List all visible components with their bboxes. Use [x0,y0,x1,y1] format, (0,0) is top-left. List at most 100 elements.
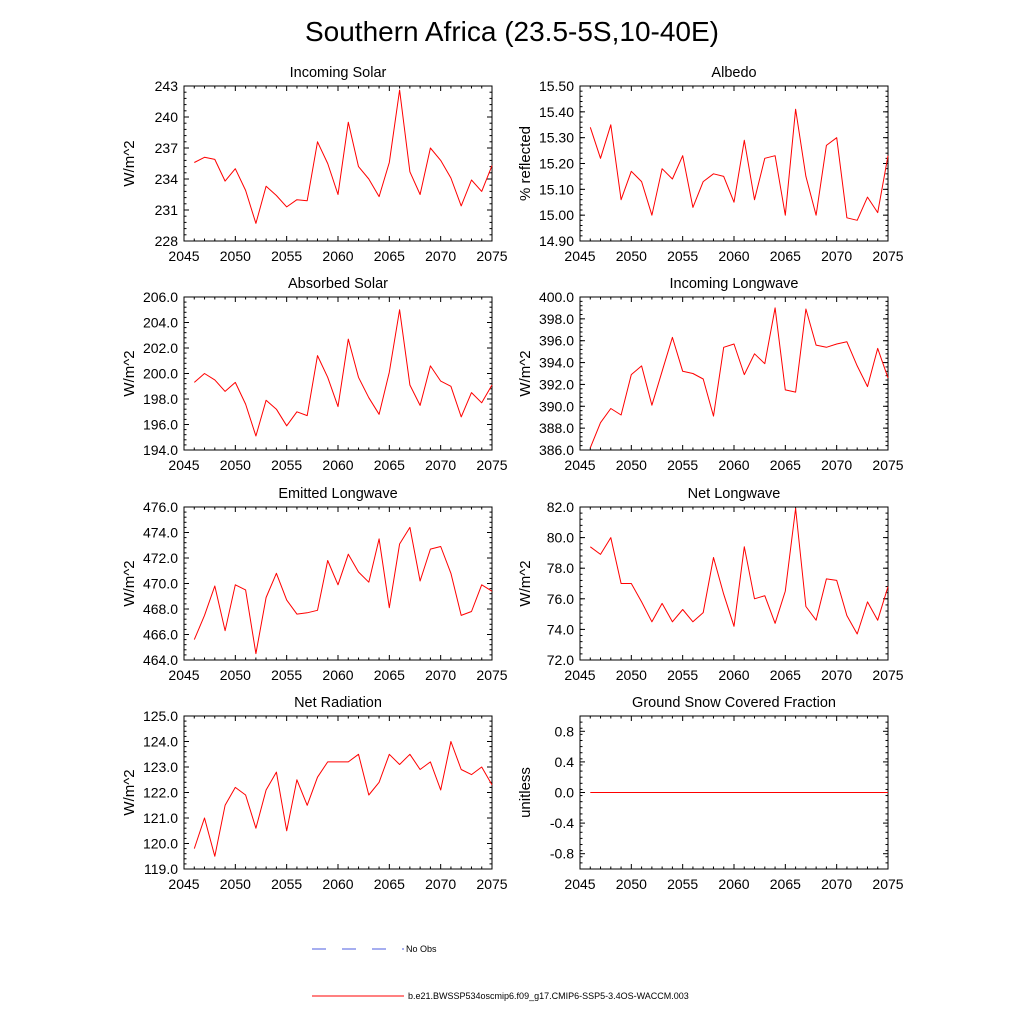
x-tick-label: 2075 [476,248,507,264]
y-tick-label: 15.10 [539,181,574,197]
x-tick-label: 2065 [770,667,801,683]
y-tick-label: 198.0 [143,391,178,407]
y-tick-label: 120.0 [143,836,178,852]
y-tick-label: 82.0 [547,499,574,515]
x-tick-label: 2075 [872,667,903,683]
y-axis-label: unitless [517,767,534,818]
x-tick-label: 2065 [374,248,405,264]
y-tick-label: 228 [155,233,179,249]
legend: No Obs b.e21.BWSSP534oscmip6.f09_g17.CMI… [312,944,689,1001]
panel-title: Absorbed Solar [288,276,388,292]
y-tick-label: 394.0 [539,355,574,371]
panel-title: Albedo [711,65,756,81]
y-tick-label: 196.0 [143,417,178,433]
x-tick-label: 2060 [718,876,749,892]
y-tick-label: 125.0 [143,708,178,724]
y-tick-label: 237 [155,140,179,156]
x-tick-label: 2065 [770,457,801,473]
x-tick-label: 2065 [374,457,405,473]
x-tick-label: 2055 [667,248,698,264]
x-tick-label: 2050 [220,876,251,892]
x-tick-label: 2070 [425,248,456,264]
y-axis-label: W/m^2 [517,350,534,396]
x-tick-label: 2055 [667,457,698,473]
x-tick-label: 2075 [872,457,903,473]
x-tick-label: 2050 [220,667,251,683]
panel-title: Net Longwave [688,486,781,502]
y-tick-label: 15.00 [539,207,574,223]
x-tick-label: 2045 [168,667,199,683]
x-tick-label: 2070 [821,667,852,683]
x-tick-label: 2045 [564,248,595,264]
y-tick-label: 240 [155,109,179,125]
y-tick-label: 15.50 [539,78,574,94]
y-axis-label: W/m^2 [121,769,138,815]
x-tick-label: 2055 [271,876,302,892]
y-axis-label: % reflected [517,126,534,201]
x-tick-label: 2060 [322,248,353,264]
y-tick-label: 398.0 [539,311,574,327]
y-axis-label: W/m^2 [121,140,138,186]
y-tick-label: 474.0 [143,525,178,541]
plot-frame [183,296,493,451]
y-tick-label: 396.0 [539,333,574,349]
panel-title: Incoming Solar [290,65,387,81]
y-axis-label: W/m^2 [121,350,138,396]
y-tick-label: 243 [155,78,179,94]
y-tick-label: 470.0 [143,576,178,592]
panel-title: Ground Snow Covered Fraction [632,695,836,711]
x-tick-label: 2070 [425,876,456,892]
y-tick-label: 231 [155,202,179,218]
y-tick-label: 204.0 [143,315,178,331]
plot-frame [183,715,493,870]
plot-frame [579,85,889,242]
x-tick-label: 2060 [718,248,749,264]
legend-model-label: b.e21.BWSSP534oscmip6.f09_g17.CMIP6-SSP5… [408,991,689,1001]
x-tick-label: 2045 [564,876,595,892]
x-tick-label: 2050 [616,876,647,892]
series-line-0 [193,741,493,857]
x-tick-label: 2070 [425,457,456,473]
panel-2: Absorbed Solar W/m^2 2045 2050 2055 2060 2065 2… [121,276,508,473]
plot-frame [579,296,889,451]
x-tick-label: 2055 [271,667,302,683]
panel-7: Ground Snow Covered Fraction unitless 2045… [517,695,904,892]
x-tick-label: 2060 [718,457,749,473]
y-tick-label: 468.0 [143,601,178,617]
panels-group: Incoming Solar W/m^2 2045 2050 2055 2060 2065 2… [121,65,904,892]
panel-4: Emitted Longwave W/m^2 2045 2050 2055 2060 206… [121,486,508,683]
figure-title: Southern Africa (23.5-5S,10-40E) [305,16,719,47]
y-tick-label: 15.30 [539,130,574,146]
x-tick-label: 2045 [564,457,595,473]
y-tick-label: 80.0 [547,530,574,546]
x-tick-label: 2075 [476,667,507,683]
y-tick-label: 206.0 [143,289,178,305]
y-tick-label: -0.4 [550,815,574,831]
y-tick-label: 14.90 [539,233,574,249]
x-tick-label: 2065 [374,876,405,892]
x-tick-label: 2045 [564,667,595,683]
x-tick-label: 2045 [168,457,199,473]
series-line-0 [193,526,493,655]
y-tick-label: 400.0 [539,289,574,305]
y-tick-label: 76.0 [547,591,574,607]
x-tick-label: 2070 [821,457,852,473]
y-tick-label: 0.0 [555,785,575,801]
x-tick-label: 2060 [322,667,353,683]
plot-frame [183,85,493,242]
y-tick-label: 15.20 [539,156,574,172]
panel-6: Net Radiation W/m^2 2045 2050 2055 2060 2065 20… [121,695,508,892]
y-tick-label: -0.8 [550,846,574,862]
y-tick-label: 15.40 [539,104,574,120]
x-tick-label: 2050 [220,248,251,264]
x-tick-label: 2070 [821,248,852,264]
x-tick-label: 2055 [667,667,698,683]
y-tick-label: 390.0 [539,398,574,414]
y-tick-label: 123.0 [143,759,178,775]
y-tick-label: 72.0 [547,652,574,668]
x-tick-label: 2065 [374,667,405,683]
series-line-0 [590,508,889,635]
panel-title: Emitted Longwave [278,486,397,502]
panel-title: Incoming Longwave [670,276,799,292]
x-tick-label: 2055 [271,248,302,264]
